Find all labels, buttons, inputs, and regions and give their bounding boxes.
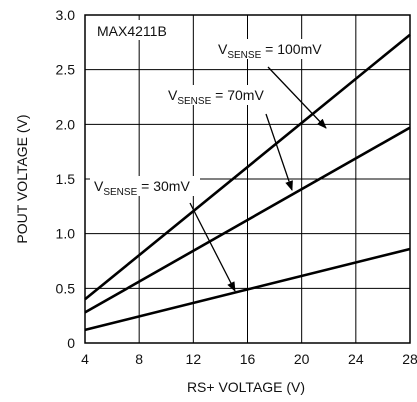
series-label-subscript: SENSE (103, 187, 137, 198)
x-tick-label: 12 (186, 351, 202, 367)
series-label-background (90, 176, 200, 196)
y-tick-label: 2.0 (56, 116, 76, 132)
series-label-subscript: SENSE (177, 96, 211, 107)
y-tick-label: 0 (67, 335, 75, 351)
series-label-rest: = 70mV (211, 87, 264, 103)
series-label-rest: = 100mV (261, 41, 322, 57)
y-tick-label: 1.5 (56, 171, 76, 187)
x-tick-label: 20 (294, 351, 310, 367)
series-label-arrow (189, 202, 236, 292)
x-tick-label: 8 (135, 351, 143, 367)
y-tick-label: 2.5 (56, 62, 76, 78)
series-label-arrow (265, 113, 293, 191)
tick-labels: 4 8 12 16 20 24 28 0 0.5 1.0 1.5 2.0 2.5 3.0 (56, 7, 417, 367)
series-line (84, 247, 411, 332)
y-axis-title: POUT VOLTAGE (V) (14, 114, 30, 243)
series-label-main: V (94, 178, 104, 194)
x-tick-label: 16 (240, 351, 256, 367)
series-label-main: V (218, 41, 228, 57)
y-tick-label: 0.5 (56, 280, 76, 296)
x-tick-label: 4 (81, 351, 89, 367)
series-line (84, 33, 411, 301)
series-label-background (164, 85, 274, 105)
series-lines (84, 33, 411, 332)
series-label: VSENSE = 100mV (218, 41, 322, 61)
id-label: MAX4211B (97, 23, 167, 39)
series-label-main: V (168, 87, 178, 103)
series-label-arrow (267, 66, 327, 129)
plot-frame (84, 14, 411, 344)
series-label: VSENSE = 30mV (94, 178, 190, 198)
y-tick-label: 1.0 (56, 226, 76, 242)
series-label-subscript: SENSE (227, 50, 261, 61)
series-label-rest: = 30mV (137, 178, 190, 194)
series-line (84, 126, 411, 314)
y-tick-label: 3.0 (56, 7, 76, 23)
x-tick-label: 24 (348, 351, 364, 367)
x-axis-title: RS+ VOLTAGE (V) (187, 379, 305, 395)
x-tick-label: 28 (402, 351, 417, 367)
id-label-background (95, 20, 171, 40)
series-label-background (214, 39, 332, 59)
series-label: VSENSE = 70mV (168, 87, 264, 107)
